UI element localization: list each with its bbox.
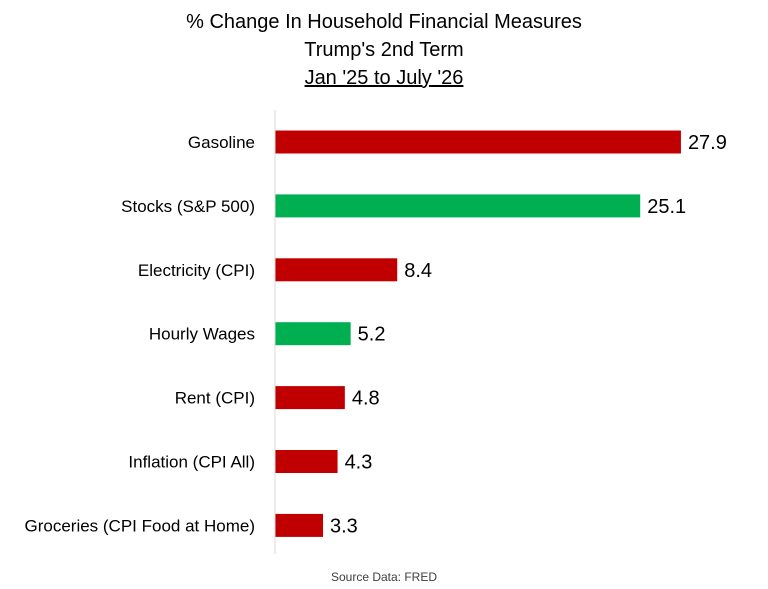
chart-title-block: % Change In Household Financial Measures… xyxy=(0,8,768,92)
value-label-1: 25.1 xyxy=(647,196,686,218)
bar-6 xyxy=(275,513,324,537)
chart-subtitle: Trump's 2nd Term xyxy=(304,39,464,61)
bar-5 xyxy=(275,450,338,473)
category-label-6: Groceries (CPI Food at Home) xyxy=(24,516,255,535)
value-label-4: 4.8 xyxy=(352,388,380,410)
category-label-5: Inflation (CPI All) xyxy=(128,453,255,472)
value-label-0: 27.9 xyxy=(688,132,727,154)
chart-title: % Change In Household Financial Measures xyxy=(186,11,582,33)
category-label-3: Hourly Wages xyxy=(149,325,255,344)
chart-date-range: Jan '25 to July '26 xyxy=(304,67,464,89)
category-label-1: Stocks (S&P 500) xyxy=(121,197,255,216)
category-label-0: Gasoline xyxy=(188,133,255,152)
value-label-3: 5.2 xyxy=(358,324,386,346)
bars-group: Gasoline 27.9 Stocks (S&P 500) 25.1 Electric… xyxy=(24,130,727,537)
bar-1 xyxy=(275,194,641,218)
source-note: Source Data: FRED xyxy=(330,570,438,584)
bar-2 xyxy=(275,258,398,282)
value-label-5: 4.3 xyxy=(345,452,373,474)
category-label-4: Rent (CPI) xyxy=(175,389,255,408)
category-label-2: Electricity (CPI) xyxy=(138,261,255,280)
value-label-2: 8.4 xyxy=(404,260,432,282)
bar-0 xyxy=(275,130,681,154)
bar-4 xyxy=(275,386,345,410)
value-label-6: 3.3 xyxy=(330,515,358,537)
bar-3 xyxy=(275,322,351,346)
